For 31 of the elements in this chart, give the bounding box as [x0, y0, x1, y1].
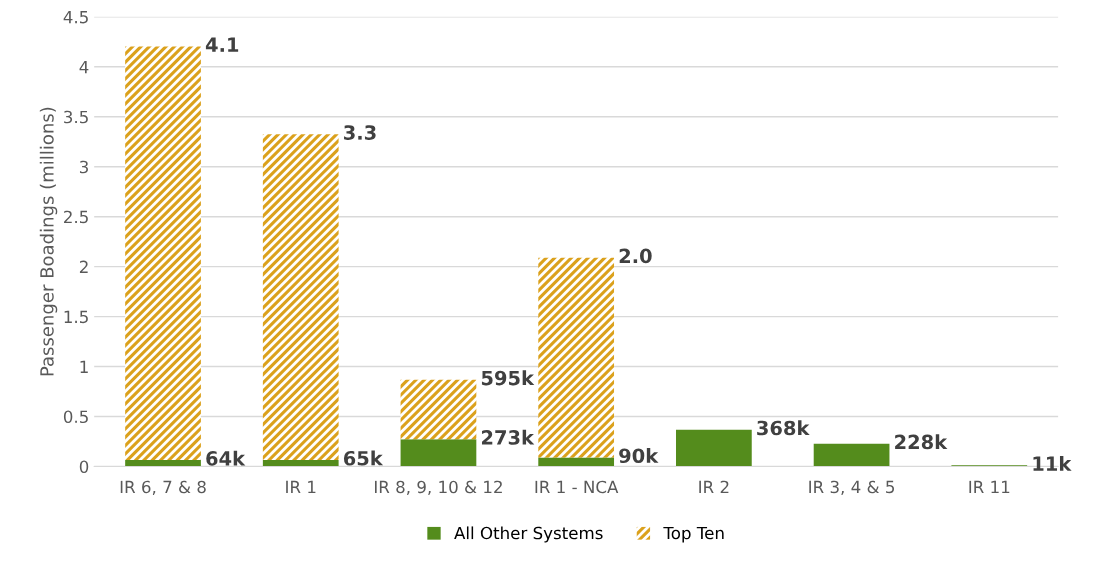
y-tick-label: 1.5	[64, 310, 88, 324]
y-axis-title: Passenger Boadings (millions)	[39, 107, 58, 376]
y-tick-label: 0	[79, 460, 89, 474]
x-tick-label: IR 6, 7 & 8	[120, 480, 206, 495]
y-tick-label: 3.5	[64, 110, 88, 124]
x-tick-label: IR 2	[699, 480, 729, 494]
y-tick-label: 4.5	[63, 11, 88, 24]
annotation: 64k	[206, 450, 246, 466]
x-tick-label: IR 11	[969, 480, 1010, 494]
y-tick-label: 4	[79, 61, 89, 74]
annotation: 273k	[481, 429, 535, 445]
x-tick-label: IR 3, 4 & 5	[809, 480, 895, 495]
annotation: 90k	[619, 448, 659, 464]
y-tick-label: 2.5	[64, 210, 88, 224]
y-tick-label: 2	[79, 260, 88, 273]
annotation: 65k	[343, 450, 384, 466]
y-tick-label: 3	[79, 160, 88, 174]
x-tick-label: IR 8, 9, 10 & 12	[374, 480, 502, 495]
x-tick-label: IR 1 - NCA	[535, 480, 619, 494]
annotation: 2.0	[619, 248, 652, 264]
annotation: 228k	[895, 434, 948, 450]
annotation: 595k	[481, 370, 535, 386]
y-tick-label: 0.5	[63, 410, 88, 424]
annotation: 3.3	[344, 125, 376, 140]
x-tick-label: IR 1	[286, 480, 316, 494]
legend-label: Top Ten	[663, 526, 724, 543]
annotation: 11k	[1033, 455, 1072, 471]
legend-label: All Other Systems	[454, 526, 603, 543]
annotation: 4.1	[205, 37, 239, 52]
y-tick-label: 1	[80, 360, 88, 373]
annotation: 368k	[757, 420, 810, 436]
